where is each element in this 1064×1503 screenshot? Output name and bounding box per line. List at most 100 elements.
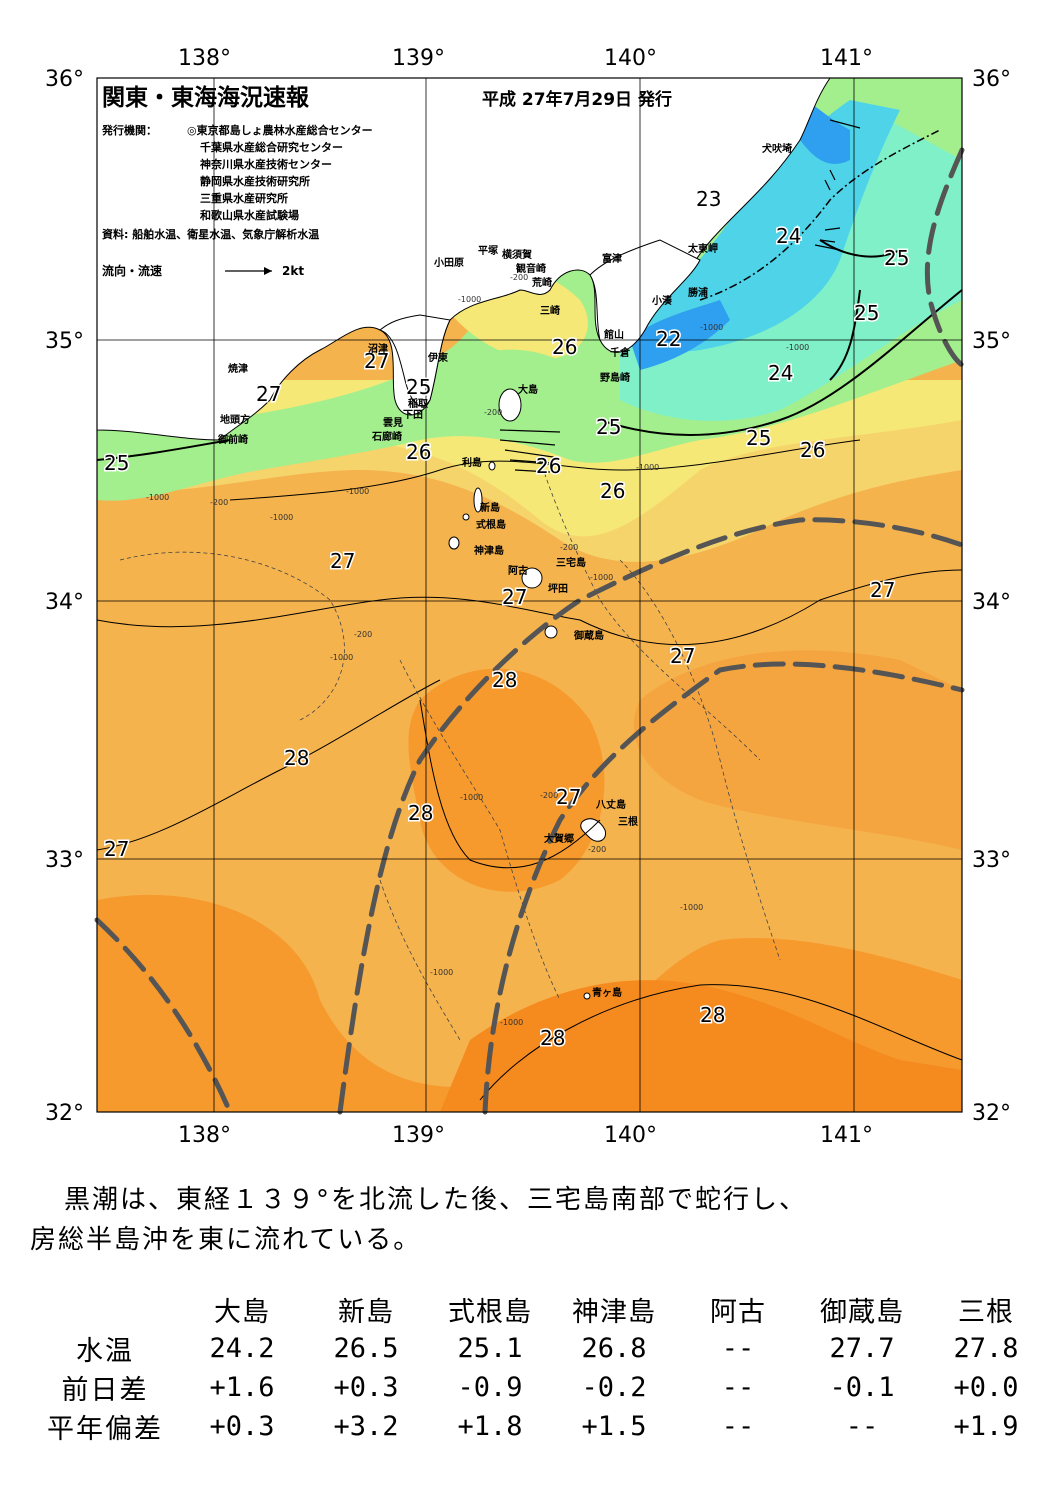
place-label: 青ヶ島 xyxy=(592,986,622,999)
map-title: 関東・東海海況速報 xyxy=(102,84,310,111)
table-cell: 27.7 xyxy=(829,1333,895,1364)
publisher-item: 静岡県水産技術研究所 xyxy=(200,174,310,188)
place-label: 大賀郷 xyxy=(544,832,574,845)
publisher-label: 発行機関： xyxy=(101,123,157,137)
table-cell: +1.9 xyxy=(953,1411,1019,1442)
depth-label: -200 xyxy=(560,543,578,552)
place-label: 平塚 xyxy=(478,244,498,257)
publisher-item: ◎東京都島しょ農林水産総合センター xyxy=(187,123,373,137)
land-izu xyxy=(378,314,451,407)
corner-cell xyxy=(30,1290,180,1329)
isotherm-25-meander xyxy=(829,289,861,381)
place-label: 荒崎 xyxy=(531,276,552,289)
legend-arrow-head xyxy=(264,267,272,275)
place-label: 小湊 xyxy=(651,294,673,307)
station-header: 御蔵島 xyxy=(820,1297,904,1328)
place-label: 三崎 xyxy=(540,304,560,317)
current-vector xyxy=(824,119,861,191)
island-niijima xyxy=(473,487,483,513)
publisher-item: 神奈川県水産技術センター xyxy=(200,157,332,171)
isotherm-label: 27 xyxy=(502,585,527,609)
kuroshio-summary: 黒潮は、東経１３９°を北流した後、三宅島南部で蛇行し、 房総半島沖を東に流れてい… xyxy=(30,1180,1030,1260)
table-header-row: 大島 新島 式根島 神津島 阿古 御蔵島 三根 xyxy=(30,1290,1048,1329)
lat-label-left: 35° xyxy=(45,329,84,354)
table-cell: +3.2 xyxy=(333,1411,399,1442)
lat-label-right: 34° xyxy=(972,590,1011,615)
lat-label-right: 32° xyxy=(972,1101,1011,1126)
isotherm-25-north xyxy=(819,239,901,258)
isotherm-24 xyxy=(699,129,941,301)
depth-label: -1000 xyxy=(500,1018,523,1027)
depth-label: -200 xyxy=(484,408,502,417)
table-cell: +1.8 xyxy=(457,1411,523,1442)
depth-label: -200 xyxy=(540,791,558,800)
kuroshio-axis-outer xyxy=(482,661,965,1115)
table-cell: 26.8 xyxy=(581,1333,647,1364)
place-label: 沼津 xyxy=(368,342,388,355)
isotherm-label: 24 xyxy=(768,361,793,385)
table-cell: +0.0 xyxy=(953,1372,1019,1403)
depth-label: -200 xyxy=(354,630,372,639)
isotherm-label: 26 xyxy=(800,438,825,462)
lon-label-top: 138° xyxy=(178,46,231,71)
publisher-item: 千葉県水産総合研究センター xyxy=(200,140,343,154)
isotherm-label: 25 xyxy=(884,246,909,270)
isotherm-28-south xyxy=(479,984,963,1101)
summary-line: 房総半島沖を東に流れている。 xyxy=(30,1225,422,1255)
place-label: 阿古 xyxy=(508,564,528,577)
lat-label-right: 36° xyxy=(972,67,1011,92)
place-label: 石廊崎 xyxy=(371,430,402,443)
publisher-item: 和歌山県水産試験場 xyxy=(200,208,299,222)
place-label: 伊東 xyxy=(427,351,448,364)
isotherm-label: 28 xyxy=(540,1026,565,1050)
place-label: 横須賀 xyxy=(502,248,532,261)
lon-label-bottom: 139° xyxy=(392,1123,445,1148)
temp-zone-25-oshima xyxy=(470,349,593,440)
isotherm-label: 27 xyxy=(556,785,581,809)
depth-label: -200 xyxy=(510,273,528,282)
island-miyakejima xyxy=(521,567,543,589)
lon-label-bottom: 138° xyxy=(178,1123,231,1148)
isotherm-25-west xyxy=(96,439,231,461)
isotherm-label: 27 xyxy=(670,644,695,668)
issue-date: 平成 27年7月29日 発行 xyxy=(482,89,672,110)
observation-table: 大島 新島 式根島 神津島 阿古 御蔵島 三根 水温 24.2 26.5 25.… xyxy=(30,1290,1048,1446)
table-row: 前日差 +1.6 +0.3 -0.9 -0.2 -- -0.1 +0.0 xyxy=(30,1368,1048,1407)
island-toshima xyxy=(488,461,496,471)
isotherm-label: 26 xyxy=(600,479,625,503)
island-kozushima xyxy=(448,536,460,550)
place-label: 御蔵島 xyxy=(573,629,604,642)
lat-label-left: 34° xyxy=(45,590,84,615)
place-label: 新島 xyxy=(480,501,500,514)
lon-label-top: 140° xyxy=(604,46,657,71)
depth-contour xyxy=(619,559,781,961)
lat-label-right: 35° xyxy=(972,329,1011,354)
isotherm-26 xyxy=(229,439,861,501)
depth-contour xyxy=(539,459,761,761)
table-row: 水温 24.2 26.5 25.1 26.8 -- 27.7 27.8 xyxy=(30,1329,1048,1368)
table-cell: -- xyxy=(721,1333,755,1364)
table-cell: 27.8 xyxy=(953,1333,1019,1364)
place-label: 太東岬 xyxy=(687,242,718,255)
depth-label: -1000 xyxy=(636,463,659,472)
current-vector xyxy=(499,429,561,473)
isotherm-label: 25 xyxy=(746,426,771,450)
isotherm-label: 26 xyxy=(406,440,431,464)
kuroshio-axis-inner xyxy=(337,517,965,1115)
station-header: 神津島 xyxy=(572,1297,656,1328)
place-label: 神津島 xyxy=(474,544,504,557)
table-cell: +1.5 xyxy=(581,1411,647,1442)
isotherm-label: 25 xyxy=(406,375,431,399)
current-vector xyxy=(814,227,841,251)
table-cell: +1.6 xyxy=(209,1372,275,1403)
isotherm-28 xyxy=(419,699,601,869)
island-aogashima xyxy=(583,992,591,1000)
lat-label-left: 32° xyxy=(45,1101,84,1126)
map-frame xyxy=(96,77,963,1113)
row-label: 水温 xyxy=(76,1336,134,1367)
lon-label-top: 139° xyxy=(392,46,445,71)
lat-label-left: 36° xyxy=(45,67,84,92)
lon-label-bottom: 140° xyxy=(604,1123,657,1148)
place-label: 坪田 xyxy=(548,582,568,595)
place-label: 勝浦 xyxy=(688,286,708,299)
